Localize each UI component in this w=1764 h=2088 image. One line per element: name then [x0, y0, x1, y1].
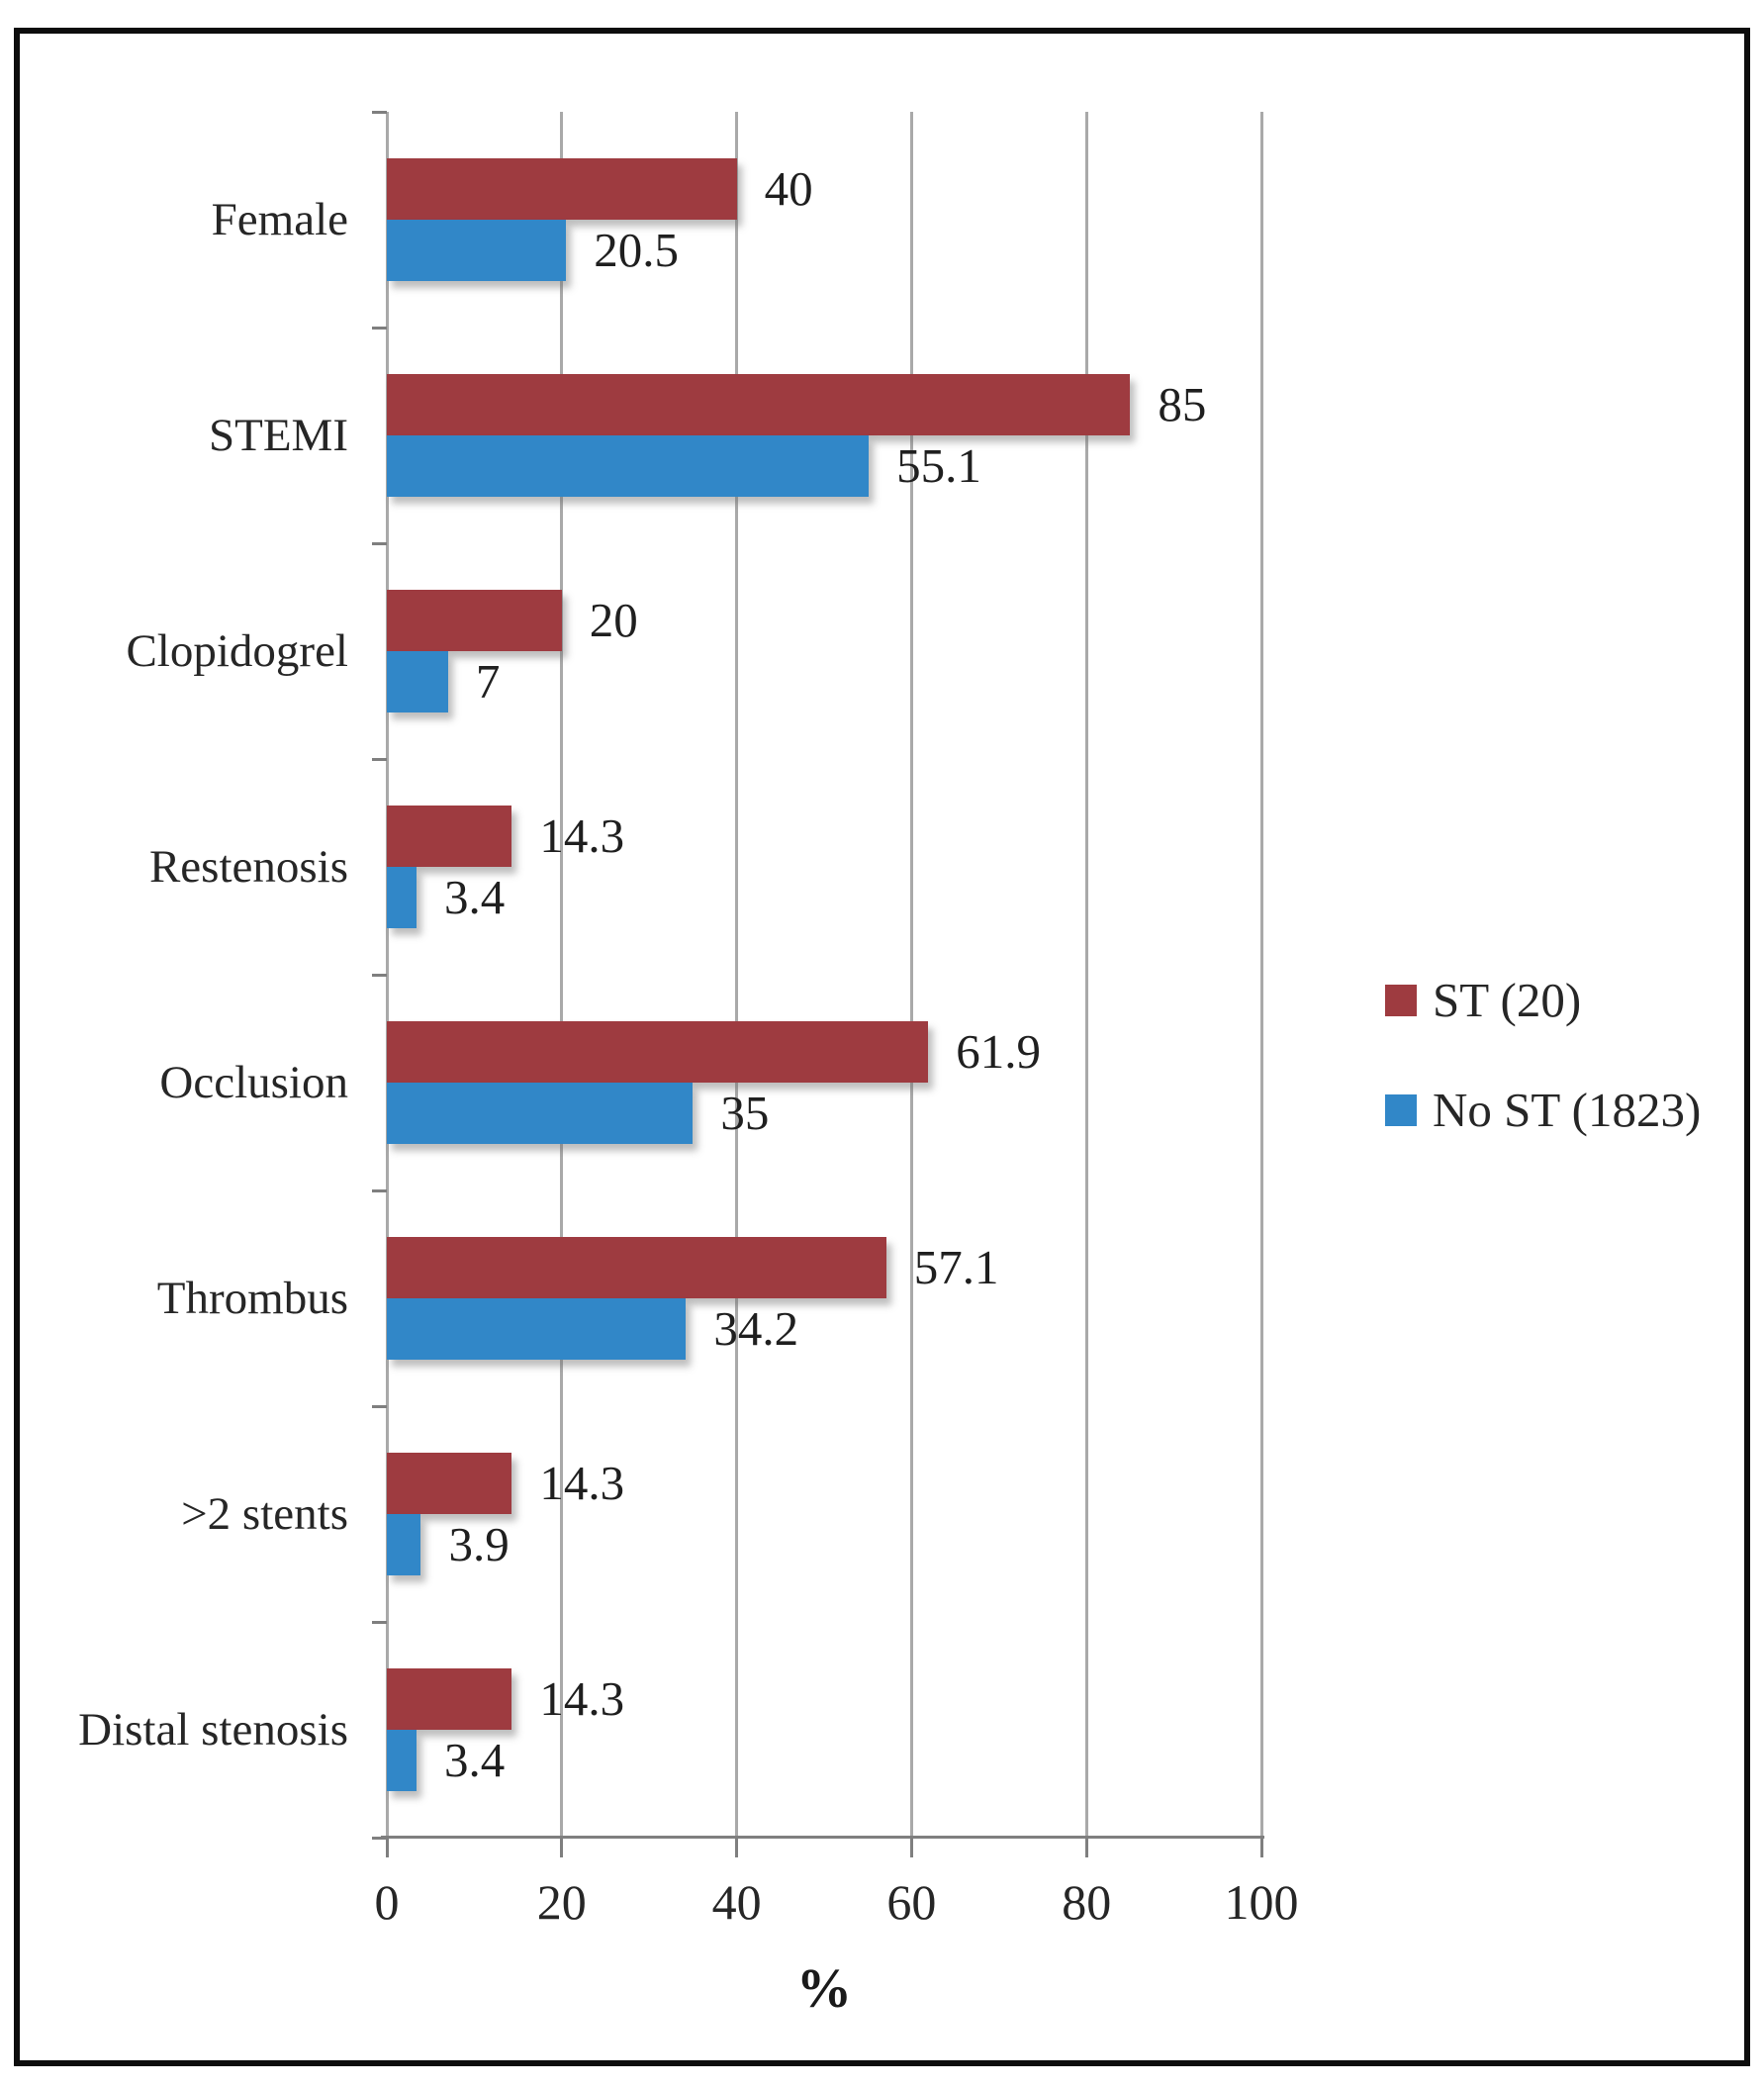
x-tick-60: [909, 1838, 913, 1857]
category-label: Thrombus: [156, 1273, 348, 1324]
category-tick: [372, 110, 387, 114]
gridline-x-100: [1259, 112, 1263, 1838]
legend-item-nost: No ST (1823): [1385, 1082, 1701, 1138]
legend-swatch-nost: [1385, 1093, 1417, 1126]
value-label-st-1: 85: [1158, 377, 1207, 431]
value-label-nost-2: 7: [475, 654, 501, 709]
value-label-st-2: 20: [589, 593, 638, 647]
x-axis-title: %: [796, 1958, 852, 2020]
value-label-nost-4: 35: [720, 1086, 770, 1140]
gridline-x-60: [909, 112, 913, 1838]
bar-nost-2: [387, 651, 448, 712]
bar-st-0: [387, 158, 737, 220]
category-tick: [372, 973, 387, 977]
legend-swatch-st: [1385, 984, 1417, 1016]
bar-st-2: [387, 590, 562, 651]
value-label-st-4: 61.9: [956, 1024, 1041, 1079]
x-tick-label-20: 20: [536, 1874, 587, 1930]
value-label-st-7: 14.3: [539, 1671, 625, 1726]
bar-st-4: [387, 1021, 929, 1083]
gridline-x-0: [385, 112, 389, 1838]
x-tick-label-80: 80: [1062, 1874, 1112, 1930]
x-tick-80: [1084, 1838, 1088, 1857]
category-tick: [372, 1836, 387, 1840]
value-label-nost-6: 3.9: [448, 1517, 510, 1571]
bar-nost-4: [387, 1083, 694, 1144]
category-tick: [372, 1404, 387, 1408]
category-tick: [372, 1620, 387, 1624]
legend: ST (20) No ST (1823): [1385, 972, 1701, 1138]
category-label: STEMI: [209, 410, 348, 461]
category-tick: [372, 757, 387, 761]
x-tick-0: [385, 1838, 389, 1857]
value-label-nost-5: 34.2: [713, 1301, 799, 1356]
bar-nost-6: [387, 1514, 421, 1575]
x-tick-label-60: 60: [886, 1874, 937, 1930]
bar-st-5: [387, 1237, 886, 1298]
gridline-x-80: [1084, 112, 1088, 1838]
bar-nost-5: [387, 1298, 687, 1360]
category-label: Female: [211, 194, 348, 245]
category-tick: [372, 1188, 387, 1192]
value-label-st-3: 14.3: [539, 808, 625, 863]
x-tick-label-0: 0: [374, 1874, 400, 1930]
bar-st-6: [387, 1453, 512, 1514]
bar-nost-0: [387, 220, 567, 281]
bar-st-7: [387, 1668, 512, 1730]
category-label: Occlusion: [159, 1057, 348, 1108]
gridline-x-20: [560, 112, 564, 1838]
legend-label-st: ST (20): [1433, 973, 1582, 1027]
bar-nost-7: [387, 1730, 418, 1791]
value-label-st-5: 57.1: [913, 1240, 999, 1294]
bar-nost-3: [387, 867, 418, 928]
legend-item-st: ST (20): [1385, 972, 1701, 1028]
gridline-x-40: [735, 112, 739, 1838]
category-tick: [372, 541, 387, 545]
category-label: >2 stents: [181, 1488, 348, 1540]
value-label-nost-0: 20.5: [594, 223, 679, 277]
x-tick-40: [735, 1838, 739, 1857]
value-label-nost-7: 3.4: [444, 1733, 506, 1787]
category-label: Distal stenosis: [78, 1704, 348, 1756]
category-label: Restenosis: [148, 841, 348, 893]
value-label-st-0: 40: [764, 161, 813, 216]
bar-nost-1: [387, 435, 870, 497]
bar-st-1: [387, 374, 1131, 435]
category-label: Clopidogrel: [126, 625, 348, 677]
value-label-st-6: 14.3: [539, 1456, 625, 1510]
x-axis-line: [381, 1836, 1264, 1839]
bar-st-3: [387, 806, 512, 867]
legend-label-nost: No ST (1823): [1433, 1083, 1702, 1137]
value-label-nost-3: 3.4: [444, 870, 506, 924]
x-tick-20: [560, 1838, 564, 1857]
value-label-nost-1: 55.1: [896, 438, 981, 493]
x-tick-100: [1259, 1838, 1263, 1857]
x-tick-label-100: 100: [1224, 1874, 1299, 1930]
category-tick: [372, 326, 387, 330]
x-tick-label-40: 40: [711, 1874, 762, 1930]
